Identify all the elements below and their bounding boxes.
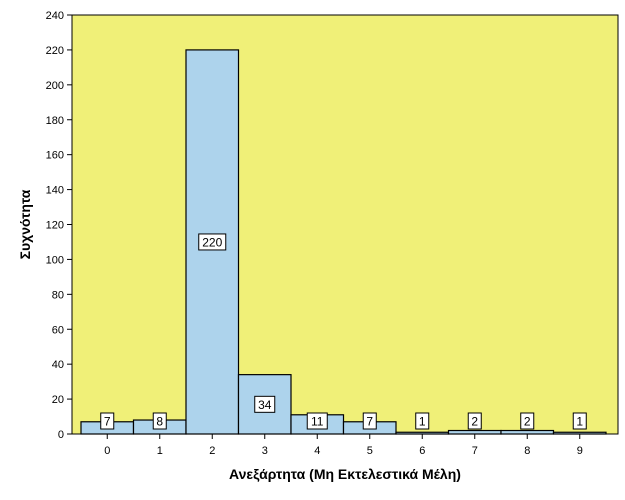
y-tick-label: 200 [46, 80, 64, 92]
data-label: 1 [419, 415, 426, 429]
data-label-box [572, 412, 587, 430]
x-tick-label: 8 [524, 445, 530, 457]
data-label-box [415, 412, 430, 430]
y-tick-label: 40 [52, 359, 64, 371]
x-axis: 0 1 2 3 4 5 6 7 8 9 [104, 434, 583, 457]
data-label-box [520, 412, 535, 430]
bar [500, 429, 555, 435]
data-label: 220 [202, 235, 222, 249]
data-label: 2 [524, 415, 531, 429]
y-tick-label: 220 [46, 45, 64, 57]
data-label: 7 [104, 415, 111, 429]
data-label-box [254, 395, 276, 413]
y-tick-label: 80 [52, 289, 64, 301]
data-label-box [198, 233, 227, 251]
x-tick-label: 3 [262, 445, 268, 457]
x-tick-label: 6 [419, 445, 425, 457]
y-tick-label: 60 [52, 324, 64, 336]
data-label: 8 [156, 415, 163, 429]
data-label-box [100, 412, 115, 430]
data-label: 11 [311, 415, 324, 429]
x-tick-label: 0 [104, 445, 110, 457]
x-tick-label: 4 [314, 445, 320, 457]
data-label-box [467, 412, 482, 430]
y-tick-label: 180 [46, 115, 64, 127]
data-label: 34 [258, 398, 272, 412]
bar [447, 429, 502, 435]
x-tick-label: 1 [157, 445, 163, 457]
data-label-box [306, 412, 328, 430]
y-tick-label: 20 [52, 394, 64, 406]
y-tick-label: 120 [46, 220, 64, 232]
bar [395, 431, 450, 435]
x-tick-label: 5 [367, 445, 373, 457]
y-axis-title: Συχνότητα [17, 189, 33, 259]
x-tick-label: 2 [209, 445, 215, 457]
x-tick-label: 9 [577, 445, 583, 457]
x-axis-title: Ανεξάρτητα (Μη Εκτελεστικά Μέλη) [229, 466, 461, 482]
data-label-box [362, 412, 377, 430]
y-tick-label: 240 [46, 10, 64, 22]
y-tick-label: 140 [46, 185, 64, 197]
plot-area [71, 14, 619, 435]
x-tick-label: 7 [472, 445, 478, 457]
data-label: 2 [471, 415, 478, 429]
y-axis: 0 20 40 60 80 100 120 140 160 180 200 220 240 [46, 10, 72, 441]
y-tick-label: 160 [46, 150, 64, 162]
data-label: 7 [366, 415, 373, 429]
data-label: 1 [576, 415, 583, 429]
y-tick-label: 0 [58, 429, 64, 441]
y-tick-label: 100 [46, 254, 64, 266]
data-label-box [152, 412, 167, 430]
data-labels: 7 8 220 34 11 7 1 2 2 1 [100, 233, 587, 430]
bar [552, 431, 607, 435]
